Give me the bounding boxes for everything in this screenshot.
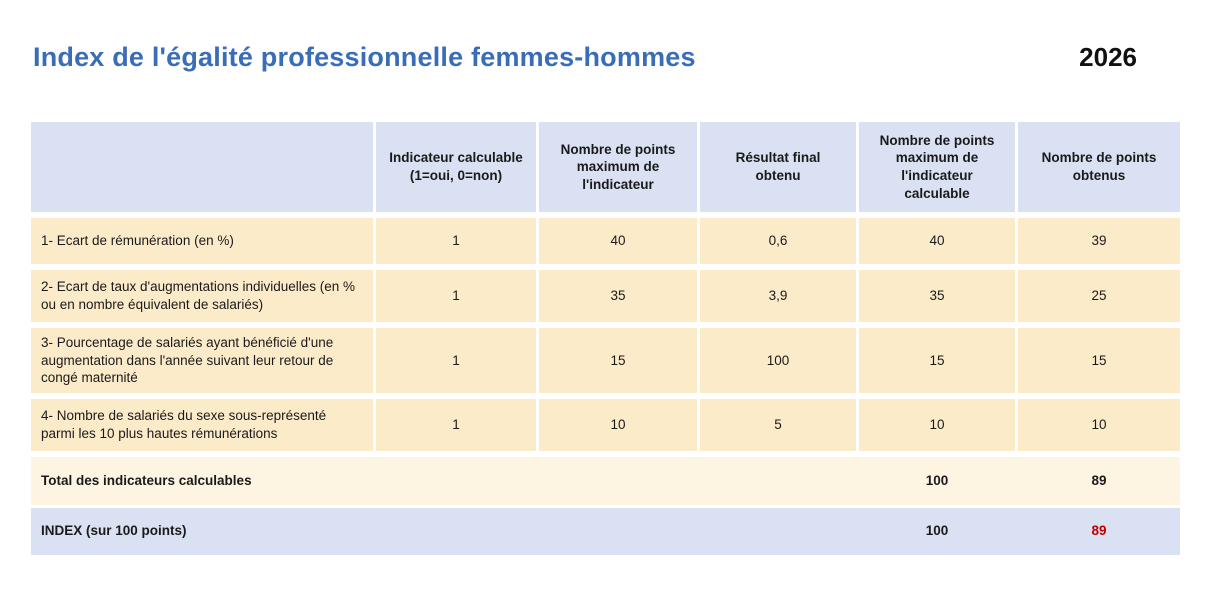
indicator-4-resultat: 5	[700, 398, 856, 451]
header-cell-calculable: Indicateur calculable (1=oui, 0=non)	[376, 122, 536, 212]
indicator-1-resultat: 0,6	[700, 218, 856, 264]
indicator-2-max-points-calculable: 35	[859, 270, 1015, 322]
indicator-3-points-obtenus: 15	[1018, 328, 1180, 393]
indicator-2-calculable: 1	[376, 270, 536, 322]
indicator-2-resultat: 3,9	[700, 270, 856, 322]
total-calculable-spacer	[376, 457, 536, 505]
index-label: INDEX (sur 100 points)	[41, 523, 187, 539]
indicator-2-points-obtenus: 25	[1018, 270, 1180, 322]
table-row-indicator-2: 2- Ecart de taux d'augmentations individ…	[31, 270, 1180, 322]
indicator-1-points-obtenus: 39	[1018, 218, 1180, 264]
indicator-4-max-points: 10	[539, 398, 697, 451]
table-row-indicator-3: 3- Pourcentage de salariés ayant bénéfic…	[31, 328, 1180, 393]
report-header: Index de l'égalité professionnelle femme…	[0, 0, 1217, 73]
indicator-1-label: 1- Ecart de rémunération (en %)	[31, 218, 373, 264]
indicator-1-max-points: 40	[539, 218, 697, 264]
index-max-points-calculable: 100	[925, 523, 949, 539]
table-row-index: INDEX (sur 100 points) 100 89	[31, 507, 1180, 555]
header-cell-resultat-final: Résultat final obtenu	[700, 122, 856, 212]
indicator-3-label: 3- Pourcentage de salariés ayant bénéfic…	[31, 328, 373, 393]
indicator-4-points-obtenus: 10	[1018, 398, 1180, 451]
indicator-3-max-points: 15	[539, 328, 697, 393]
total-max-points-spacer	[539, 457, 697, 505]
total-max-points-calculable: 100	[925, 472, 949, 488]
header-cell-empty	[31, 122, 373, 212]
indicator-3-calculable: 1	[376, 328, 536, 393]
header-cell-points-obtenus: Nombre de points obtenus	[1018, 122, 1180, 212]
total-label: Total des indicateurs calculables	[41, 472, 252, 488]
indicator-1-calculable: 1	[376, 218, 536, 264]
indicator-4-label: 4- Nombre de salariés du sexe sous-repré…	[31, 398, 373, 451]
total-resultat-spacer	[700, 457, 856, 505]
indicator-3-resultat: 100	[700, 328, 856, 393]
header-cell-max-points-calculable: Nombre de points maximum de l'indicateur…	[859, 122, 1015, 212]
index-resultat-spacer	[700, 508, 856, 555]
index-points-obtenus: 89	[1091, 523, 1107, 539]
index-table: Indicateur calculable (1=oui, 0=non) Nom…	[31, 122, 1180, 555]
header-cell-max-points: Nombre de points maximum de l'indicateur	[539, 122, 697, 212]
index-calculable-spacer	[376, 508, 536, 555]
index-max-points-spacer	[539, 508, 697, 555]
indicator-4-max-points-calculable: 10	[859, 398, 1015, 451]
indicator-1-max-points-calculable: 40	[859, 218, 1015, 264]
indicator-4-calculable: 1	[376, 398, 536, 451]
total-points-obtenus: 89	[1091, 472, 1107, 488]
page-title: Index de l'égalité professionnelle femme…	[33, 42, 696, 72]
report-year: 2026	[1079, 42, 1137, 72]
table-header-row: Indicateur calculable (1=oui, 0=non) Nom…	[31, 122, 1180, 212]
table-row-indicator-4: 4- Nombre de salariés du sexe sous-repré…	[31, 398, 1180, 451]
table-row-indicator-1: 1- Ecart de rémunération (en %) 1 40 0,6…	[31, 218, 1180, 264]
indicator-2-label: 2- Ecart de taux d'augmentations individ…	[31, 270, 373, 322]
indicator-2-max-points: 35	[539, 270, 697, 322]
indicator-3-max-points-calculable: 15	[859, 328, 1015, 393]
table-row-total: Total des indicateurs calculables 100 89	[31, 456, 1180, 505]
